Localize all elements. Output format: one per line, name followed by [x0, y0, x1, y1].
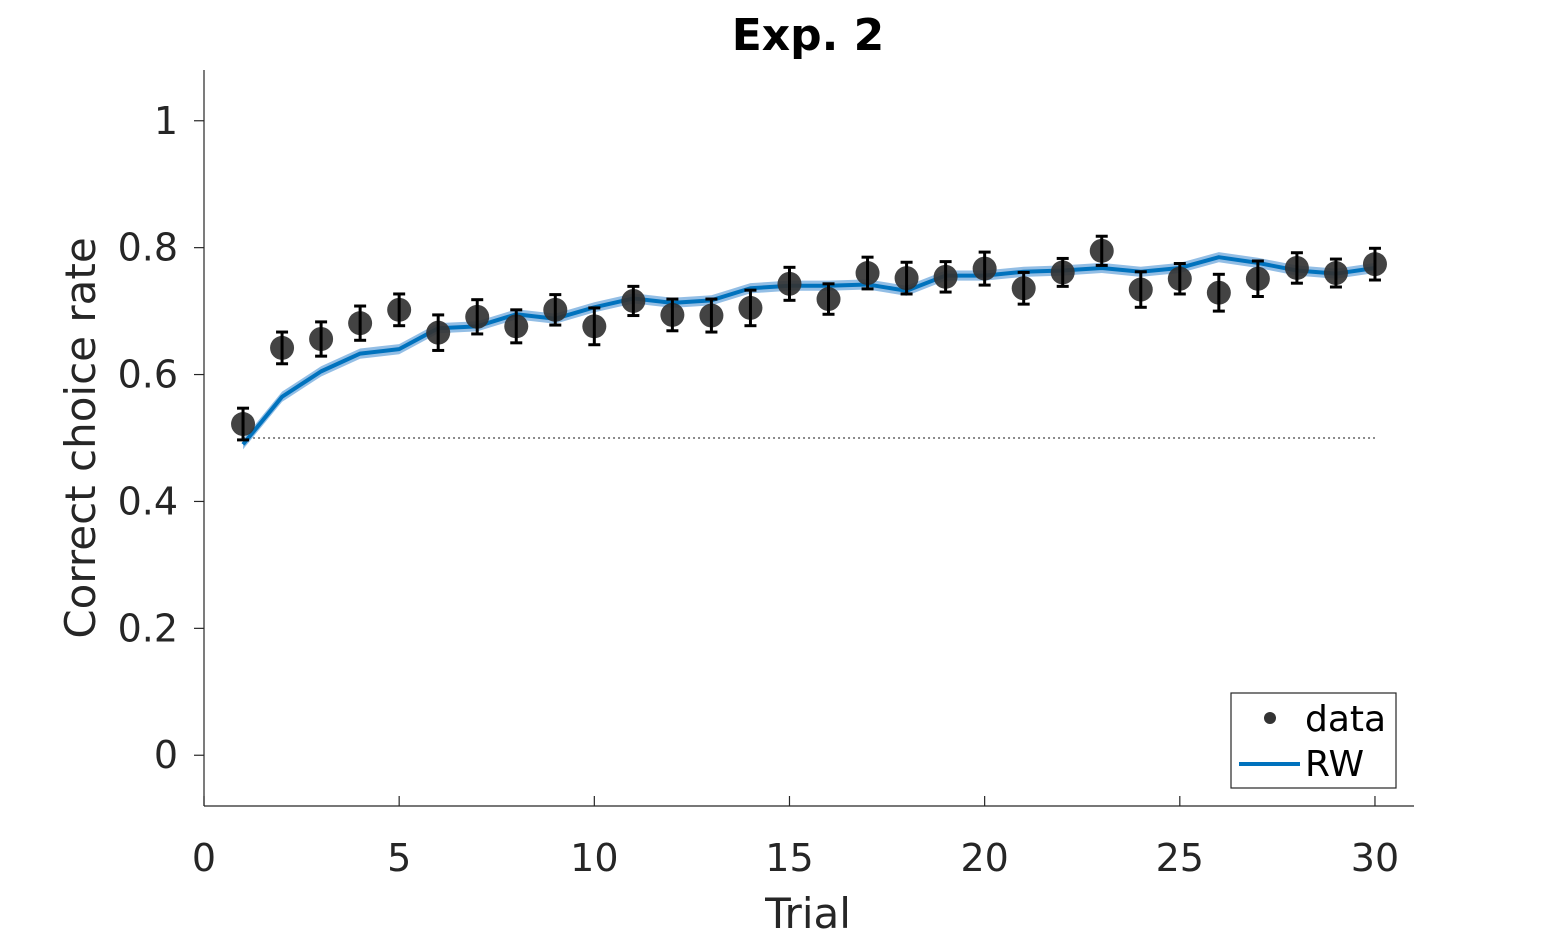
data-point-group [504, 308, 529, 345]
data-point-group [1128, 270, 1153, 309]
y-axis-label: Correct choice rate [56, 237, 105, 638]
legend-rw-label: RW [1305, 744, 1364, 785]
y-tick-label: 0.4 [118, 479, 178, 523]
legend-data-marker [1264, 712, 1276, 724]
y-tick-label: 1 [154, 99, 178, 143]
data-point-group [777, 265, 802, 302]
chart-title: Exp. 2 [732, 10, 885, 61]
data-point-group [231, 406, 256, 442]
data-point-group [816, 282, 841, 316]
data-point-group [1206, 272, 1231, 313]
data-point-group [1245, 259, 1270, 299]
data-point-group [543, 293, 568, 327]
x-tick-label: 0 [192, 836, 216, 880]
data-point-group [933, 260, 958, 294]
y-tick-label: 0 [154, 733, 178, 777]
x-axis-label: Trial [764, 889, 851, 938]
rw-band [243, 252, 1375, 450]
data-point-group [1089, 234, 1114, 267]
x-ticks: 0 5 10 15 20 25 30 [192, 796, 1399, 880]
x-tick-label: 10 [570, 836, 618, 880]
data-point-group [972, 250, 997, 287]
data-point-group [660, 297, 685, 333]
y-ticks: 0 0.2 0.4 0.6 0.8 1 [118, 99, 204, 777]
data-point-group [621, 284, 646, 318]
x-tick-label: 30 [1351, 836, 1399, 880]
data-point-group [1362, 246, 1387, 282]
legend-data-label: data [1305, 699, 1386, 740]
legend-box [1230, 692, 1397, 789]
plot-area [231, 234, 1387, 450]
data-point-group [387, 292, 412, 328]
data-point-group [1284, 251, 1309, 285]
legend: data RW [1230, 692, 1397, 789]
x-tick-label: 25 [1156, 836, 1204, 880]
data-point-group [894, 260, 919, 296]
x-tick-label: 5 [387, 836, 411, 880]
data-point-group [582, 306, 607, 347]
y-tick-label: 0.8 [118, 226, 178, 270]
y-tick-label: 0.6 [118, 353, 178, 397]
data-point-group [699, 297, 724, 334]
data-point-group [348, 304, 373, 342]
data-point-group [270, 330, 295, 366]
y-tick-label: 0.2 [118, 606, 178, 650]
x-tick-label: 15 [765, 836, 813, 880]
data-point-group [1167, 262, 1192, 296]
data-point-group [1050, 256, 1075, 288]
data-point-group [738, 288, 763, 328]
data-point-group [1323, 257, 1348, 289]
x-tick-label: 20 [960, 836, 1008, 880]
data-point-group [1011, 270, 1036, 306]
data-point-group [309, 320, 334, 358]
rw-line [241, 255, 1376, 446]
data-point-group [465, 298, 490, 336]
data-point-group [855, 255, 880, 291]
data-point-group [426, 313, 451, 352]
